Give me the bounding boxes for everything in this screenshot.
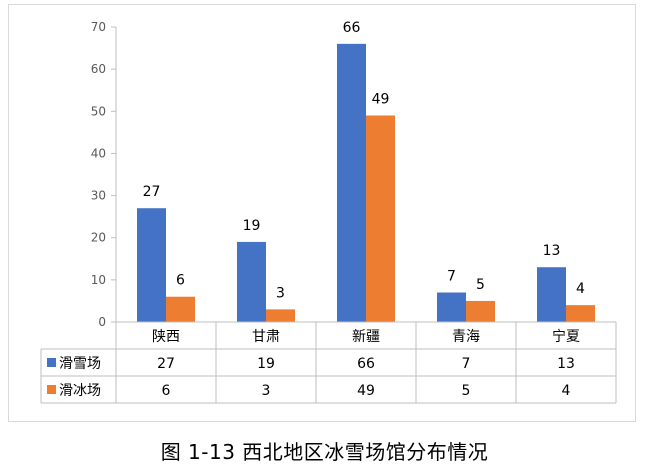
table-cell: 66	[357, 356, 375, 372]
table-cell: 3	[262, 383, 271, 399]
table-cell: 19	[257, 356, 275, 372]
legend-label: 滑冰场	[59, 382, 101, 399]
bar-skate-3	[466, 300, 495, 322]
data-label: 13	[543, 243, 561, 259]
table-cell: 6	[162, 383, 171, 399]
y-tick-label: 10	[91, 273, 106, 287]
y-tick-label: 30	[91, 189, 106, 203]
table-cell: 7	[462, 356, 471, 372]
y-tick-label: 70	[91, 20, 106, 34]
bar-chart: 0 10 20 30 40 50 60 70 27 6 19 3 66 49 7 5 13 4 陕西 甘肃 新疆 青海 宁夏…	[40, 20, 617, 404]
chart-frame: 0 10 20 30 40 50 60 70 27 6 19 3 66 49 7 5 13 4 陕西 甘肃 新疆 青海 宁夏…	[8, 4, 636, 422]
data-label: 3	[276, 285, 285, 301]
data-label: 4	[576, 281, 585, 297]
category-label: 青海	[452, 329, 480, 345]
data-label: 49	[372, 92, 390, 108]
y-tick-label: 20	[91, 231, 106, 245]
y-tick-label: 0	[98, 315, 106, 329]
table-cell: 49	[357, 383, 375, 399]
bar-ski-0	[137, 208, 166, 322]
bar-ski-3	[437, 292, 466, 322]
category-label: 新疆	[352, 329, 380, 345]
bar-skate-4	[566, 305, 595, 322]
bar-ski-4	[537, 267, 566, 322]
category-label: 宁夏	[552, 328, 580, 345]
table-cell: 27	[157, 356, 175, 372]
figure-caption: 图 1-13 西北地区冰雪场馆分布情况	[160, 440, 489, 464]
table-cell: 13	[557, 356, 575, 372]
legend-key-1	[47, 385, 56, 394]
data-label: 66	[343, 20, 361, 36]
data-label: 7	[447, 269, 456, 285]
data-label: 6	[176, 273, 185, 289]
y-tick-label: 40	[91, 146, 106, 160]
bar-ski-1	[237, 241, 266, 322]
bar-skate-2	[366, 115, 395, 322]
table-cell: 5	[462, 383, 471, 399]
bar-skate-1	[266, 309, 295, 322]
data-label: 19	[243, 218, 261, 234]
data-label: 5	[476, 277, 485, 293]
y-tick-label: 60	[91, 62, 106, 76]
bar-skate-0	[166, 296, 195, 322]
category-label: 陕西	[152, 329, 180, 345]
legend-label: 滑雪场	[59, 355, 101, 372]
category-label: 甘肃	[252, 329, 280, 345]
bar-ski-2	[337, 43, 366, 322]
data-label: 27	[143, 184, 161, 200]
y-tick-label: 50	[91, 104, 106, 118]
legend-key-0	[47, 358, 56, 367]
table-cell: 4	[562, 383, 571, 399]
